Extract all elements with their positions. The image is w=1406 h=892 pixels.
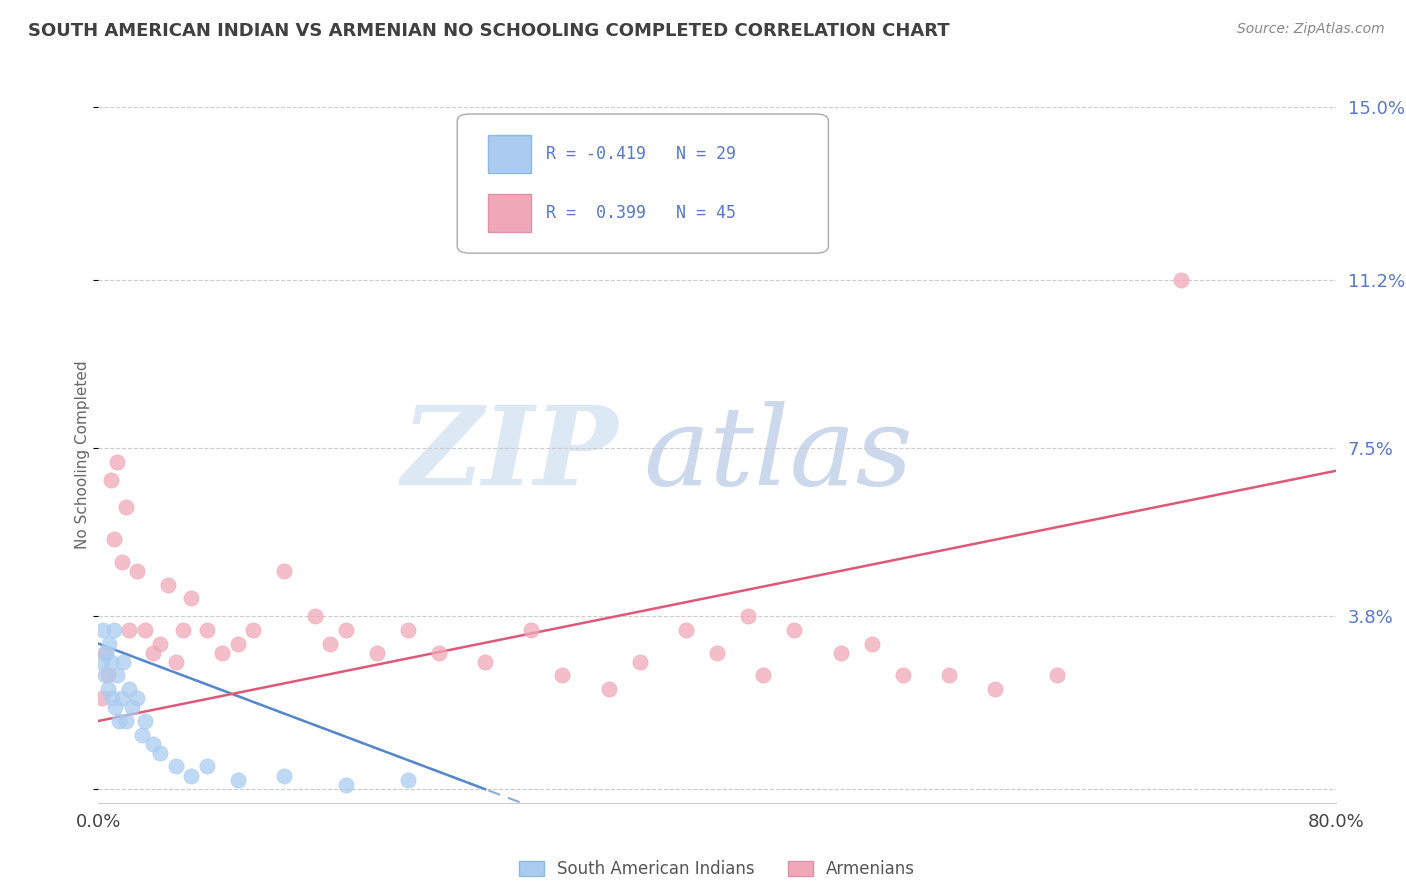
Point — [860, 637, 883, 651]
Point — [134, 623, 156, 637]
FancyBboxPatch shape — [457, 114, 828, 253]
Point — [984, 682, 1007, 697]
Point — [195, 623, 218, 637]
Point — [226, 773, 249, 788]
FancyBboxPatch shape — [488, 194, 531, 232]
Point — [149, 637, 172, 651]
Point — [96, 646, 118, 660]
Point — [211, 646, 233, 660]
Point — [180, 768, 202, 782]
Text: Source: ZipAtlas.com: Source: ZipAtlas.com — [1237, 22, 1385, 37]
Point — [98, 637, 121, 651]
Point — [706, 646, 728, 660]
Point — [127, 691, 149, 706]
Point — [737, 609, 759, 624]
Text: R = -0.419   N = 29: R = -0.419 N = 29 — [547, 145, 737, 162]
Point — [111, 555, 134, 569]
Point — [752, 668, 775, 682]
Point — [226, 637, 249, 651]
Point — [273, 564, 295, 578]
Point — [127, 564, 149, 578]
Point — [90, 655, 112, 669]
FancyBboxPatch shape — [488, 135, 531, 173]
Point — [97, 682, 120, 697]
Point — [598, 682, 620, 697]
Point — [105, 668, 128, 682]
Point — [118, 682, 141, 697]
Point — [115, 500, 138, 515]
Point — [304, 609, 326, 624]
Point — [105, 455, 128, 469]
Point — [142, 737, 165, 751]
Point — [628, 655, 651, 669]
Point — [142, 646, 165, 660]
Point — [427, 646, 450, 660]
Point — [149, 746, 172, 760]
Point — [165, 655, 187, 669]
Point — [104, 700, 127, 714]
Point — [675, 623, 697, 637]
Point — [90, 691, 112, 706]
Point — [1046, 668, 1069, 682]
Point — [103, 623, 125, 637]
Point — [134, 714, 156, 728]
Point — [118, 623, 141, 637]
Point — [1170, 273, 1192, 287]
Point — [242, 623, 264, 637]
Point — [891, 668, 914, 682]
Point — [165, 759, 187, 773]
Point — [319, 637, 342, 651]
Point — [551, 668, 574, 682]
Text: ZIP: ZIP — [402, 401, 619, 508]
Point — [396, 773, 419, 788]
Point — [157, 577, 180, 591]
Point — [938, 668, 960, 682]
Point — [474, 655, 496, 669]
Point — [93, 668, 115, 682]
Point — [783, 623, 806, 637]
Point — [107, 714, 129, 728]
Point — [195, 759, 218, 773]
Legend: South American Indians, Armenians: South American Indians, Armenians — [512, 854, 922, 885]
Text: R =  0.399   N = 45: R = 0.399 N = 45 — [547, 204, 737, 222]
Point — [91, 623, 114, 637]
Point — [100, 473, 122, 487]
Point — [111, 691, 134, 706]
Point — [97, 668, 120, 682]
Point — [121, 700, 143, 714]
Point — [131, 728, 153, 742]
Point — [830, 646, 852, 660]
Point — [115, 714, 138, 728]
Point — [100, 655, 122, 669]
Text: SOUTH AMERICAN INDIAN VS ARMENIAN NO SCHOOLING COMPLETED CORRELATION CHART: SOUTH AMERICAN INDIAN VS ARMENIAN NO SCH… — [28, 22, 949, 40]
Text: atlas: atlas — [643, 401, 912, 508]
Point — [396, 623, 419, 637]
Point — [335, 623, 357, 637]
Point — [520, 623, 543, 637]
Point — [273, 768, 295, 782]
Point — [103, 532, 125, 546]
Y-axis label: No Schooling Completed: No Schooling Completed — [75, 360, 90, 549]
Point — [180, 591, 202, 606]
Point — [101, 691, 124, 706]
Point — [366, 646, 388, 660]
Point — [93, 646, 115, 660]
Point — [335, 778, 357, 792]
Point — [173, 623, 195, 637]
Point — [112, 655, 135, 669]
